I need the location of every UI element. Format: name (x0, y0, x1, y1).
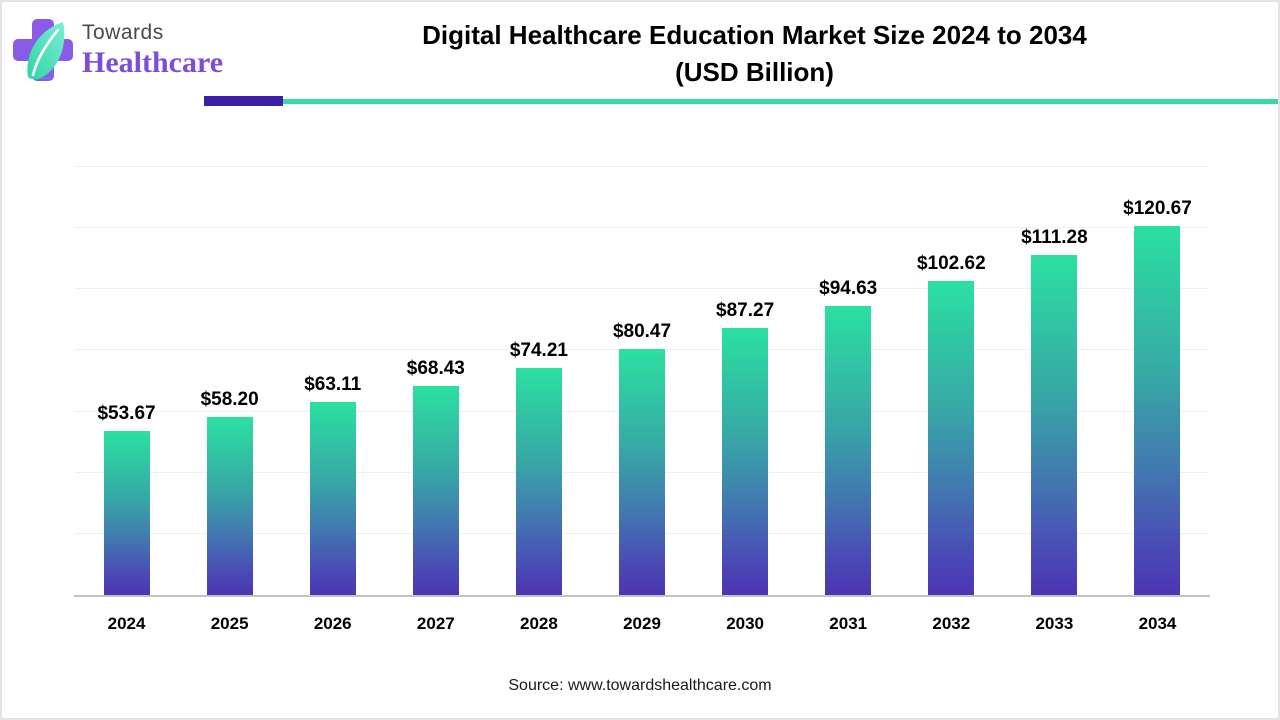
brand-logo: Towards Healthcare (12, 16, 223, 84)
x-axis-label: 2024 (107, 614, 146, 633)
x-axis-label: 2034 (1138, 614, 1177, 633)
bar-value-label: $102.62 (916, 253, 986, 275)
brand-wordmark: Towards Healthcare (82, 16, 223, 80)
bar-column: $80.47 (590, 167, 693, 595)
x-axis-label: 2029 (623, 614, 661, 633)
bar-series: $53.67 $58.20 $63.11 $68.43 $74.21 $80.47 $87.… (75, 167, 1209, 595)
bar-column: $63.11 (281, 167, 384, 595)
bar-value-label: $68.43 (406, 357, 465, 379)
bar-column: $120.67 (1106, 167, 1209, 595)
brand-name-bottom: Healthcare (82, 46, 224, 79)
bar (206, 417, 253, 595)
bar-value-label: $58.20 (200, 389, 259, 411)
bar-column: $102.62 (900, 167, 1003, 595)
divider-accent-block (204, 96, 283, 106)
bar-value-label: $94.63 (819, 277, 878, 299)
bar-value-label: $111.28 (1021, 226, 1088, 248)
chart-title-line1: Digital Healthcare Education Market Size… (422, 20, 1087, 50)
chart-title: Digital Healthcare Education Market Size… (252, 17, 1257, 91)
bar-column: $74.21 (487, 167, 590, 595)
x-axis-label: 2033 (1035, 614, 1074, 633)
chart-title-line2: (USD Billion) (675, 57, 834, 87)
bar (515, 368, 562, 595)
x-axis-label: 2031 (829, 614, 868, 633)
divider-line (283, 99, 1278, 104)
x-axis-label: 2030 (726, 614, 765, 633)
x-axis-label: 2027 (416, 614, 455, 633)
bar-column: $87.27 (694, 167, 797, 595)
bar-column: $111.28 (1003, 167, 1106, 595)
bar-value-label: $74.21 (509, 340, 568, 362)
plot-area: $53.67 $58.20 $63.11 $68.43 $74.21 $80.47 $87.… (74, 166, 1210, 597)
bar-value-label: $87.27 (716, 300, 775, 322)
bar-column: $68.43 (384, 167, 487, 595)
source-note: Source: www.towardshealthcare.com (508, 677, 772, 694)
bar-value-label: $63.11 (304, 374, 362, 396)
bar-column: $53.67 (75, 167, 178, 595)
x-axis-label: 2025 (210, 614, 249, 633)
gridline (75, 288, 1209, 290)
brand-name-top: Towards (82, 21, 164, 44)
bar (1031, 254, 1078, 595)
x-axis-label: 2026 (313, 614, 352, 633)
bar-value-label: $80.47 (612, 321, 672, 342)
bar-column: $94.63 (797, 167, 900, 595)
cross-leaf-logo-icon (13, 19, 73, 81)
gridline (75, 166, 1209, 167)
x-axis-label: 2032 (932, 614, 971, 633)
bar (825, 305, 872, 595)
bar (412, 385, 459, 595)
bar (103, 430, 150, 595)
x-axis-line (74, 594, 1210, 597)
bar (928, 281, 975, 595)
x-axis-label: 2028 (520, 614, 558, 633)
bar (309, 402, 356, 595)
bar (722, 328, 769, 595)
bar-value-label: $120.67 (1123, 198, 1192, 220)
bar (1134, 226, 1181, 595)
bar (619, 349, 666, 595)
bar-value-label: $53.67 (97, 402, 156, 424)
bar-column: $58.20 (178, 167, 281, 595)
x-axis-labels: 2024 2025 2026 2027 2028 2029 2030 2031 2032 2033… (75, 600, 1209, 634)
gridline (75, 227, 1209, 229)
